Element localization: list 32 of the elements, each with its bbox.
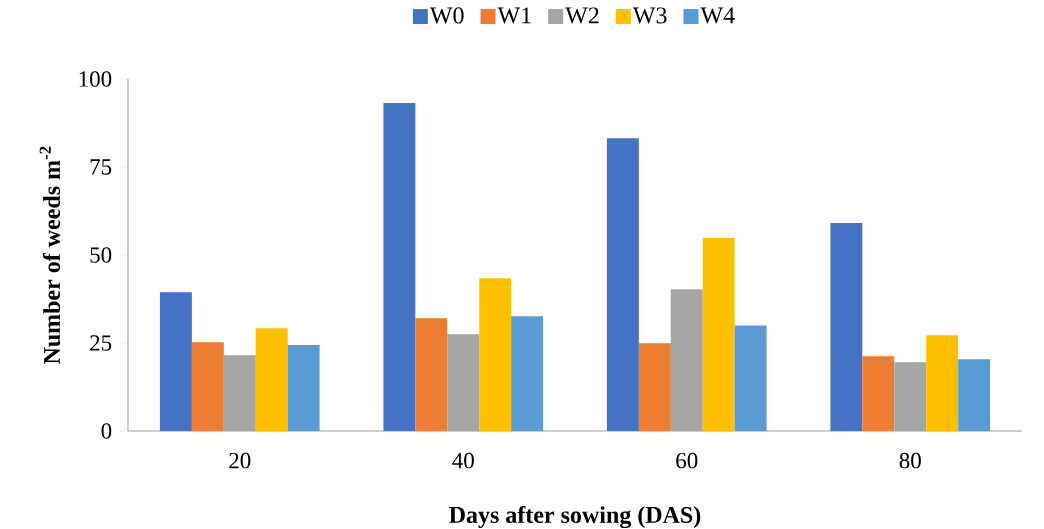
x-axis-title: Days after sowing (DAS) <box>449 505 701 529</box>
bar <box>383 102 416 431</box>
x-tick-label: 20 <box>229 452 251 469</box>
bar <box>958 359 991 431</box>
bar <box>734 325 767 431</box>
bar <box>702 238 735 431</box>
x-tick-label: 40 <box>452 452 474 469</box>
y-tick-label: 100 <box>79 71 112 87</box>
legend-label: W0 <box>429 7 464 24</box>
y-tick-label: 25 <box>90 335 112 351</box>
bar <box>159 292 192 431</box>
bar <box>415 318 448 431</box>
x-tick-label: 80 <box>899 452 921 469</box>
bar <box>638 343 671 431</box>
y-tick-label: 75 <box>90 159 112 175</box>
bar <box>830 222 863 431</box>
bar <box>606 138 639 431</box>
y-tick-label: 0 <box>101 423 112 439</box>
x-tick-label: 60 <box>676 452 698 469</box>
bar <box>255 328 288 431</box>
legend-label: W2 <box>565 7 599 24</box>
y-tick-label: 50 <box>90 247 112 263</box>
legend-label: W3 <box>632 7 667 24</box>
legend-label: W4 <box>700 7 735 24</box>
legend-label: W1 <box>497 7 531 24</box>
bar <box>511 316 544 431</box>
bar <box>191 342 224 431</box>
bar <box>479 278 512 431</box>
bar <box>926 335 959 431</box>
bar <box>287 345 320 431</box>
bar <box>862 356 895 431</box>
y-axis-title: Number of weeds m$^{-2}$ <box>39 146 61 365</box>
